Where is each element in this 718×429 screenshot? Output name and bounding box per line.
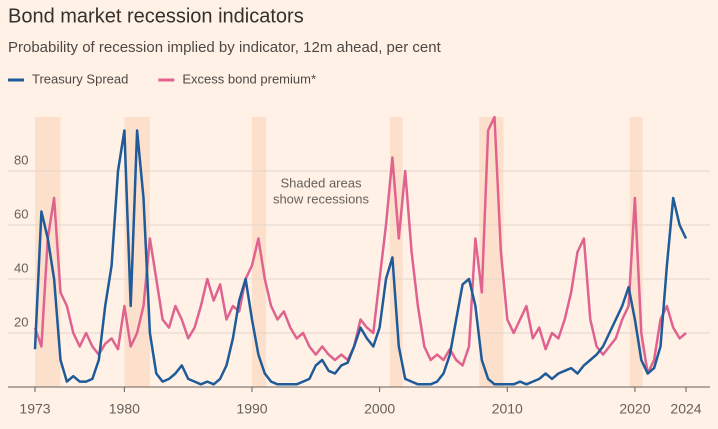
- x-tick-label: 1990: [236, 401, 267, 417]
- recession-band: [252, 117, 267, 387]
- y-tick-label: 60: [14, 206, 28, 221]
- annotation: Shaded areas: [281, 175, 362, 190]
- legend-label: Treasury Spread: [32, 71, 128, 86]
- chart-subtitle: Probability of recession implied by indi…: [8, 39, 442, 56]
- recession-band: [389, 117, 403, 387]
- legend-label: Excess bond premium*: [182, 71, 316, 86]
- x-tick-label: 2010: [492, 401, 523, 417]
- annotation: show recessions: [273, 191, 370, 206]
- y-tick-label: 20: [14, 314, 28, 329]
- x-tick-label: 2024: [670, 401, 701, 417]
- x-tick-label: 2000: [364, 401, 395, 417]
- y-tick-label: 40: [14, 260, 28, 275]
- y-tick-label: 80: [14, 152, 28, 167]
- chart-title: Bond market recession indicators: [8, 5, 304, 27]
- series-line: [33, 115, 687, 375]
- x-tick-label: 1980: [109, 401, 140, 417]
- series-line: [33, 129, 688, 386]
- x-tick-label: 1973: [19, 401, 50, 417]
- x-tick-label: 2020: [619, 401, 650, 417]
